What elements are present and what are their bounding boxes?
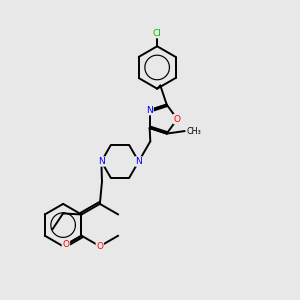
Text: N: N — [146, 106, 153, 115]
Text: CH₃: CH₃ — [186, 127, 201, 136]
Text: N: N — [135, 157, 142, 166]
Text: O: O — [96, 242, 103, 251]
Text: O: O — [174, 115, 181, 124]
Text: Cl: Cl — [153, 28, 162, 38]
Text: O: O — [62, 240, 69, 249]
Text: N: N — [98, 157, 105, 166]
